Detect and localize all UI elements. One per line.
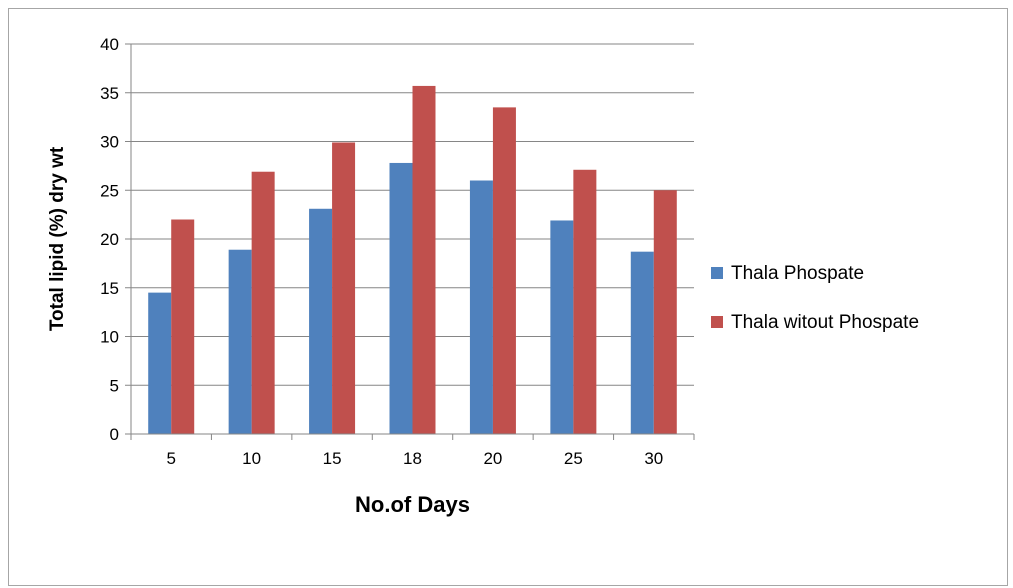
legend: Thala Phospate Thala witout Phospate [711,263,919,333]
bar-witout-phospate [492,107,516,434]
y-tick-label: 15 [100,279,119,298]
x-tick-label: 18 [403,449,422,468]
bar-witout-phospate [412,85,436,435]
legend-label: Thala Phospate [731,263,864,284]
x-axis-title: No.of Days [355,492,470,517]
bar-chart: 0 5 10 15 20 25 30 35 40 5 10 15 18 20 25 30 No.of Day… [47,35,919,517]
y-axis-title: Total lipid (%) dry wt [47,146,68,331]
y-tick-labels: 0 5 10 15 20 25 30 35 40 [100,35,119,444]
y-tick-label: 25 [100,181,119,200]
bar-witout-phospate [251,171,275,434]
x-tick-labels: 5 10 15 18 20 25 30 [166,449,663,468]
legend-swatch [711,316,723,328]
bar-phospate [309,208,333,434]
bar-phospate [148,292,172,434]
chart-area: 0 5 10 15 20 25 30 35 40 5 10 15 18 20 25 30 No.of Day… [8,8,1008,586]
y-tick-label: 10 [100,328,119,347]
bar-phospate [228,249,252,434]
bar-witout-phospate [653,190,677,434]
y-tick-label: 5 [110,376,119,395]
x-tick-label: 20 [483,449,502,468]
x-tick-label: 15 [323,449,342,468]
axes [125,43,695,440]
x-tick-label: 5 [166,449,175,468]
y-tick-label: 35 [100,84,119,103]
bars [148,85,677,435]
bar-phospate [630,251,654,434]
bar-witout-phospate [171,219,195,434]
bar-phospate [389,162,413,434]
y-tick-label: 20 [100,230,119,249]
bar-witout-phospate [573,169,597,434]
bar-witout-phospate [332,142,356,434]
x-tick-label: 10 [242,449,261,468]
legend-label: Thala witout Phospate [731,312,919,333]
x-tick-label: 30 [644,449,663,468]
legend-swatch [711,267,723,279]
bar-phospate [550,220,574,434]
y-tick-label: 0 [110,425,119,444]
bar-phospate [469,180,493,434]
x-tick-label: 25 [564,449,583,468]
y-tick-label: 30 [100,133,119,152]
y-tick-label: 40 [100,35,119,54]
